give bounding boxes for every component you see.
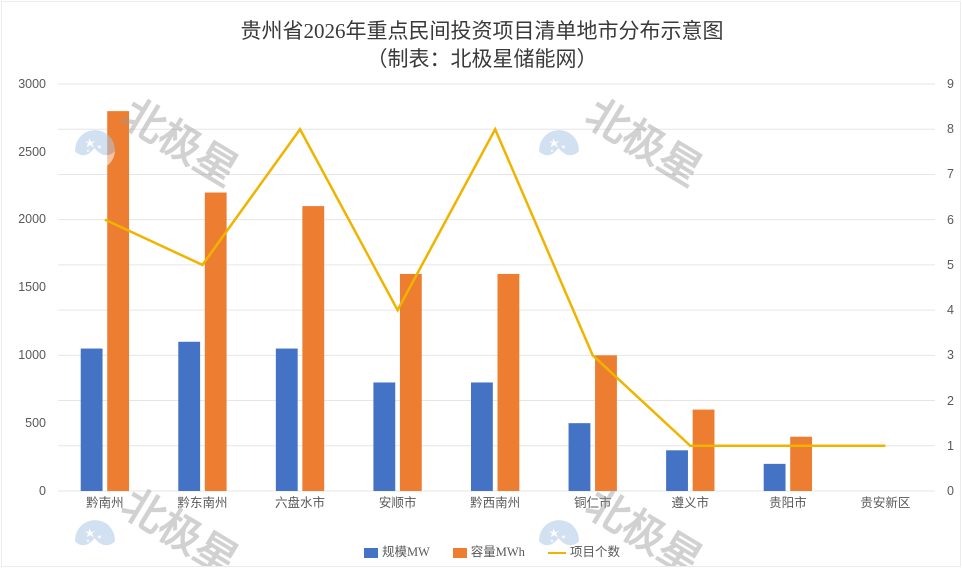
svg-text:9: 9 <box>947 77 954 91</box>
svg-text:2000: 2000 <box>18 212 46 226</box>
svg-text:黔东南州: 黔东南州 <box>177 495 227 510</box>
svg-text:贵安新区: 贵安新区 <box>860 495 910 510</box>
svg-text:6: 6 <box>947 213 954 227</box>
svg-text:0: 0 <box>39 484 46 498</box>
svg-text:5: 5 <box>947 258 954 272</box>
svg-text:2500: 2500 <box>18 145 46 159</box>
svg-text:安顺市: 安顺市 <box>379 495 417 510</box>
svg-text:2: 2 <box>947 394 954 408</box>
svg-text:0: 0 <box>947 484 954 498</box>
svg-text:铜仁市: 铜仁市 <box>574 495 612 510</box>
svg-text:7: 7 <box>947 167 954 181</box>
svg-text:4: 4 <box>947 303 954 317</box>
svg-text:1000: 1000 <box>18 348 46 362</box>
svg-text:1500: 1500 <box>18 280 46 294</box>
svg-text:1: 1 <box>947 439 954 453</box>
svg-text:黔南州: 黔南州 <box>86 495 124 510</box>
svg-text:8: 8 <box>947 122 954 136</box>
svg-text:3000: 3000 <box>18 77 46 91</box>
svg-text:3: 3 <box>947 348 954 362</box>
svg-text:遵义市: 遵义市 <box>672 495 710 510</box>
svg-text:500: 500 <box>25 416 46 430</box>
svg-text:黔西南州: 黔西南州 <box>470 495 520 510</box>
svg-text:贵阳市: 贵阳市 <box>769 495 807 510</box>
svg-text:六盘水市: 六盘水市 <box>275 495 325 510</box>
